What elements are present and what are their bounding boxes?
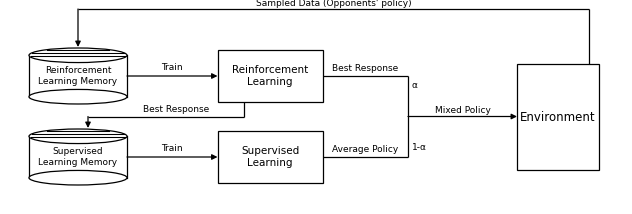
Text: Supervised
Learning: Supervised Learning — [241, 146, 299, 168]
Text: Sampled Data (Opponents' policy): Sampled Data (Opponents' policy) — [256, 0, 411, 8]
Bar — [217, 50, 322, 102]
Text: 1-α: 1-α — [412, 143, 427, 152]
Bar — [217, 131, 322, 183]
Ellipse shape — [29, 89, 127, 104]
Text: Supervised
Learning Memory: Supervised Learning Memory — [39, 147, 118, 167]
Text: Train: Train — [161, 144, 183, 153]
Text: Best Response: Best Response — [332, 64, 398, 73]
Text: Mixed Policy: Mixed Policy — [435, 106, 490, 114]
Text: Reinforcement
Learning: Reinforcement Learning — [232, 65, 308, 87]
Ellipse shape — [29, 129, 127, 144]
Text: Environment: Environment — [520, 110, 596, 123]
Text: Train: Train — [161, 63, 183, 72]
Text: Reinforcement
Learning Memory: Reinforcement Learning Memory — [39, 66, 118, 86]
Text: α: α — [412, 81, 418, 90]
Bar — [517, 64, 599, 170]
Ellipse shape — [29, 48, 127, 62]
Text: Average Policy: Average Policy — [332, 145, 398, 154]
Text: Best Response: Best Response — [143, 104, 209, 113]
Ellipse shape — [29, 170, 127, 185]
